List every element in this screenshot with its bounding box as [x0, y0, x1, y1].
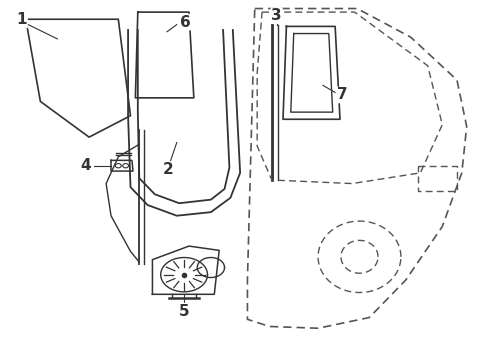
Text: 1: 1: [17, 13, 27, 27]
Text: 5: 5: [179, 303, 190, 319]
Text: 6: 6: [180, 15, 191, 30]
Text: 7: 7: [337, 87, 348, 103]
Text: 3: 3: [271, 8, 282, 23]
Text: 4: 4: [80, 158, 91, 173]
Text: 2: 2: [163, 162, 173, 177]
